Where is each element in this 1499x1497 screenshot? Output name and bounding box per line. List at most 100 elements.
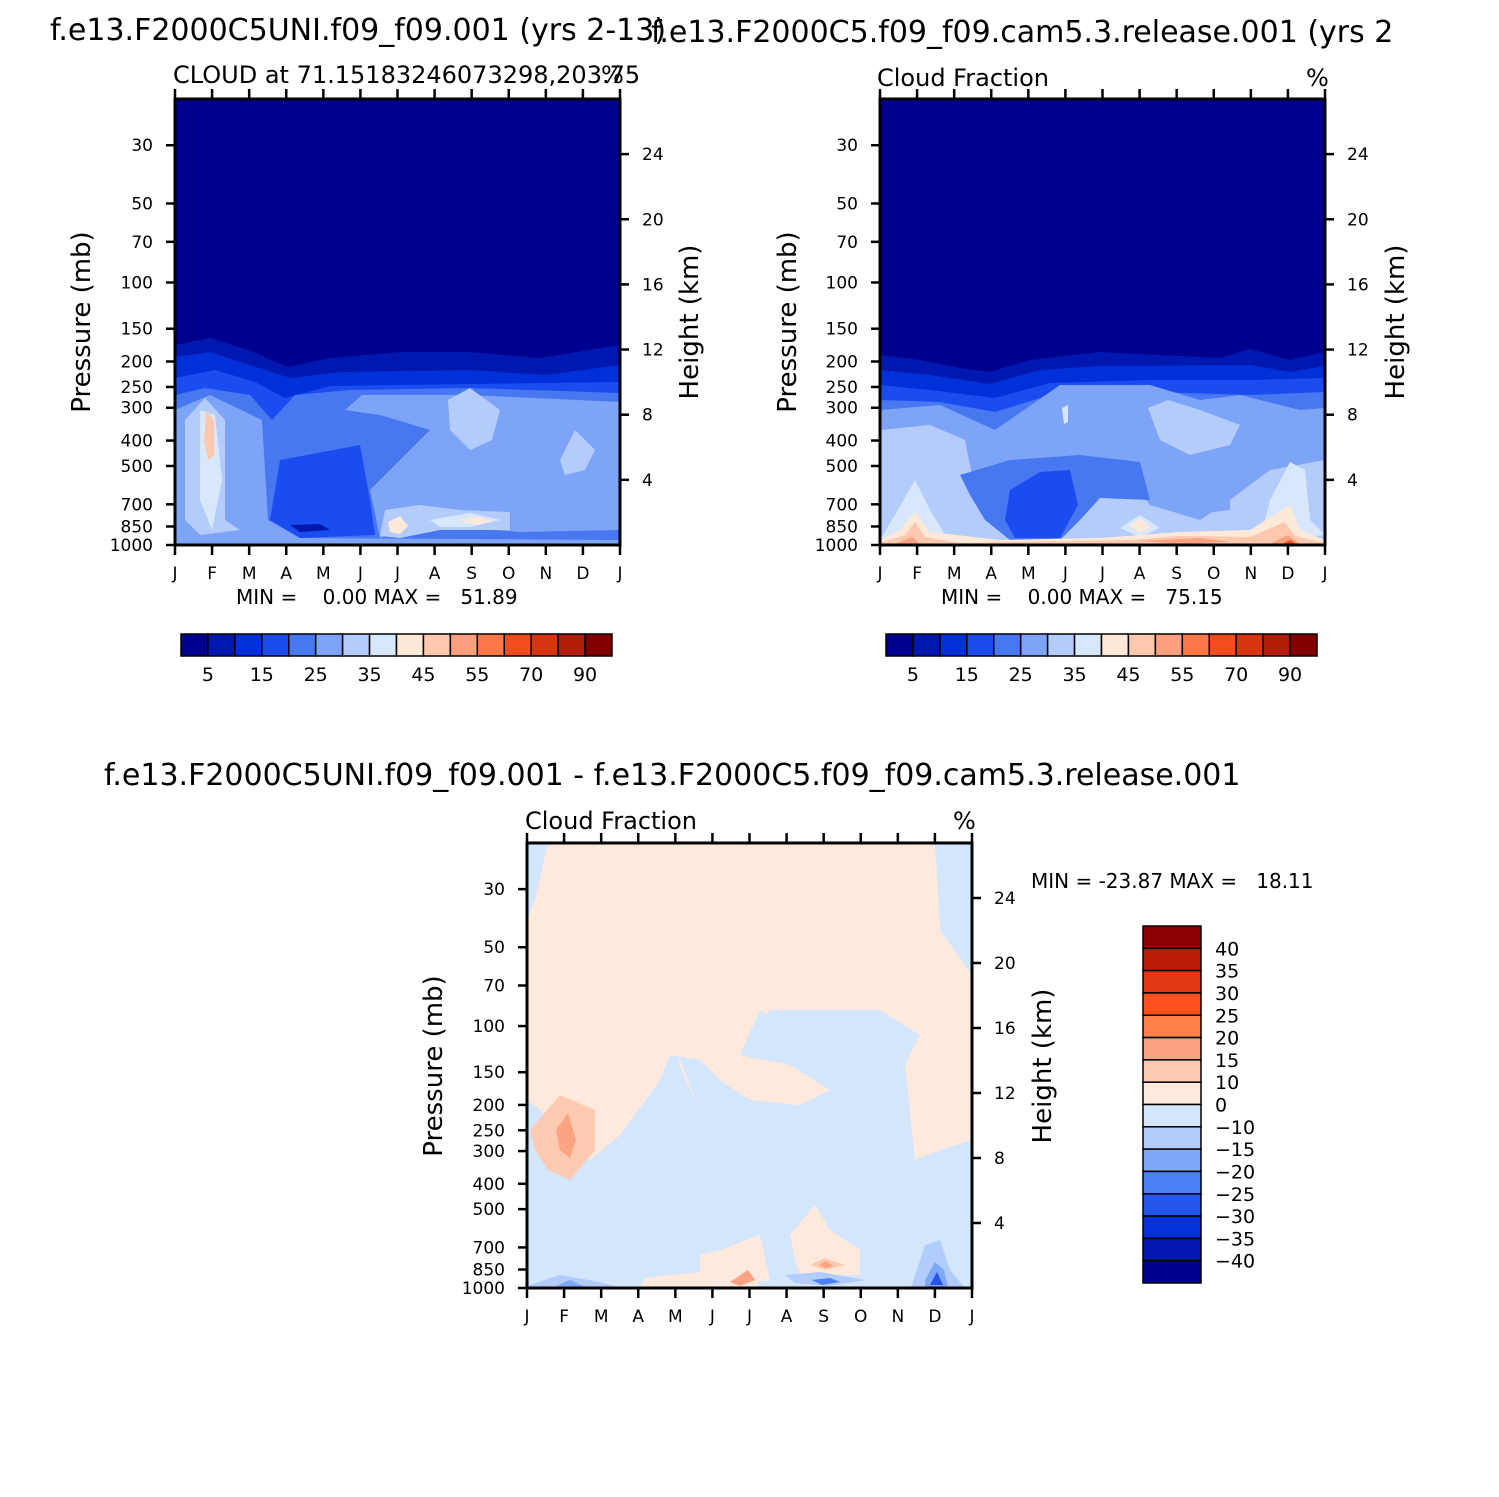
month-tick-label: F	[207, 564, 217, 584]
pressure-tick-label: 850	[121, 517, 153, 537]
pressure-tick-label: 1000	[110, 536, 153, 556]
colorbar-swatch	[1073, 633, 1103, 657]
colorbar-swatch	[966, 633, 995, 657]
panel1-plot-area	[175, 99, 620, 545]
month-tick-label: A	[429, 564, 441, 584]
month-tick-label: M	[668, 1307, 683, 1327]
month-tick-label: J	[171, 564, 177, 584]
colorbar-label: 45	[1116, 664, 1140, 686]
colorbar-swatch	[341, 633, 371, 657]
colorbar-label: 90	[1278, 664, 1302, 686]
panel3-ylabel-left: Pressure (mb)	[419, 975, 449, 1156]
pressure-tick-label: 200	[473, 1096, 505, 1116]
colorbar-label: −10	[1215, 1117, 1255, 1139]
panel2: Cloud Fraction %	[773, 64, 1411, 686]
month-tick-label: D	[576, 564, 589, 584]
panel2-minmax: MIN = 0.00 MAX = 75.15	[941, 585, 1223, 609]
colorbar-swatch	[1262, 633, 1291, 657]
month-tick-label: O	[854, 1307, 867, 1327]
colorbar-swatch	[288, 633, 317, 657]
pressure-tick-label: 700	[121, 495, 153, 515]
colorbar-label: −30	[1215, 1206, 1255, 1228]
month-tick-label: N	[891, 1307, 904, 1327]
colorbar-label: −35	[1215, 1228, 1255, 1250]
colorbar-label: 90	[573, 664, 597, 686]
pressure-tick-label: 100	[826, 273, 858, 293]
pressure-tick-label: 400	[473, 1175, 505, 1195]
pressure-tick-label: 200	[121, 353, 153, 373]
pressure-tick-label: 500	[121, 457, 153, 477]
month-tick-label: A	[280, 564, 292, 584]
colorbar-swatch	[1142, 969, 1202, 994]
height-tick-label: 24	[642, 145, 664, 165]
panel3-plot-area	[527, 843, 972, 1288]
colorbar-swatch	[1046, 633, 1076, 657]
pressure-tick-label: 700	[473, 1238, 505, 1258]
height-tick-label: 12	[1347, 341, 1369, 361]
panel1-subtitle: CLOUD at 71.15183246073298,203.75	[173, 61, 640, 89]
panel1-ylabel-left: Pressure (mb)	[67, 231, 97, 412]
pressure-tick-label: 850	[826, 517, 858, 537]
colorbar-label: 5	[202, 664, 214, 686]
month-tick-label: M	[242, 564, 257, 584]
pressure-tick-label: 1000	[815, 536, 858, 556]
panel3-ylabel-right: Height (km)	[1028, 989, 1058, 1144]
colorbar-swatch	[314, 633, 344, 657]
colorbar-swatch	[584, 633, 613, 657]
height-tick-label: 20	[642, 210, 664, 230]
month-tick-label: N	[539, 564, 552, 584]
pressure-tick-label: 100	[121, 273, 153, 293]
pressure-tick-label: 300	[826, 399, 858, 419]
colorbar-label: 25	[1009, 664, 1033, 686]
month-tick-label: A	[1134, 564, 1146, 584]
month-tick-label: F	[912, 564, 922, 584]
height-tick-label: 20	[1347, 210, 1369, 230]
panel1: CLOUD at 71.15183246073298,203.75 % 30 50…	[67, 61, 705, 686]
colorbar-swatch	[395, 633, 425, 657]
pressure-tick-label: 100	[473, 1017, 505, 1037]
month-tick-label: J	[709, 1307, 715, 1327]
height-tick-label: 16	[642, 275, 664, 295]
colorbar-label: 40	[1215, 938, 1239, 960]
pressure-tick-label: 30	[836, 136, 858, 156]
height-tick-label: 4	[994, 1214, 1005, 1234]
colorbar-swatch	[1142, 947, 1202, 972]
pressure-tick-label: 850	[473, 1261, 505, 1281]
colorbar-label: 35	[1215, 961, 1239, 983]
pressure-tick-label: 150	[473, 1063, 505, 1083]
month-tick-label: M	[594, 1307, 609, 1327]
month-tick-label: J	[616, 564, 622, 584]
month-tick-label: A	[781, 1307, 793, 1327]
height-tick-label: 8	[642, 406, 653, 426]
colorbar-swatch	[1154, 633, 1184, 657]
panel3-header: f.e13.F2000C5UNI.f09_f09.001 - f.e13.F20…	[104, 758, 1240, 793]
colorbar-swatch	[1208, 633, 1237, 657]
colorbar-label: 10	[1215, 1072, 1239, 1094]
month-tick-label: M	[947, 564, 962, 584]
colorbar-swatch	[1289, 633, 1318, 657]
panel1-ylabel-right: Height (km)	[675, 245, 705, 400]
pressure-tick-label: 500	[826, 457, 858, 477]
panel1-colorbar: 5 15 25 35 45 55 70 90	[180, 633, 613, 686]
colorbar-swatch	[368, 633, 398, 657]
colorbar-label: 0	[1215, 1095, 1227, 1117]
colorbar-label: 15	[1215, 1050, 1239, 1072]
colorbar-swatch	[207, 633, 236, 657]
pressure-tick-label: 200	[826, 353, 858, 373]
pressure-tick-label: 400	[826, 432, 858, 452]
month-tick-label: S	[818, 1307, 829, 1327]
colorbar-swatch	[234, 633, 263, 657]
month-tick-label: A	[985, 564, 997, 584]
colorbar-swatch	[261, 633, 290, 657]
colorbar-label: −40	[1215, 1251, 1255, 1273]
colorbar-swatch	[1142, 1081, 1202, 1106]
height-tick-label: 16	[1347, 275, 1369, 295]
pressure-tick-label: 150	[121, 320, 153, 340]
colorbar-swatch	[1142, 925, 1202, 950]
pressure-tick-label: 150	[826, 320, 858, 340]
month-tick-label: S	[466, 564, 477, 584]
month-tick-label: S	[1171, 564, 1182, 584]
